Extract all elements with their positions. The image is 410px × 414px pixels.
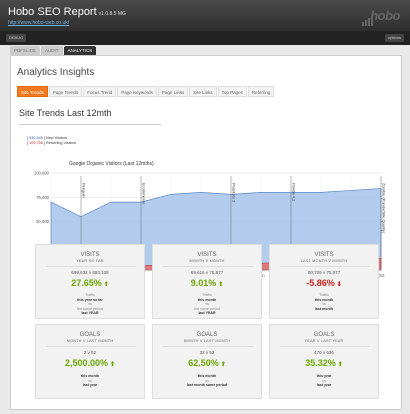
tab-page-trends[interactable]: Page Trends (48, 86, 83, 97)
card-description: this year vs last year (316, 374, 332, 387)
card-percent: -5.86% ⬇ (306, 278, 342, 288)
tab-top-pages[interactable]: Top Pages (217, 86, 247, 97)
card-title: GOALS (79, 332, 101, 338)
arrow-up-icon: ⬆ (337, 362, 343, 368)
debug-button[interactable]: DEBUG (6, 34, 27, 42)
card-subtitle: MONTH V LAST MONTH (66, 339, 114, 343)
card-title: VISITS (197, 252, 217, 258)
card-subtitle: YEAR SO FAR (76, 259, 104, 263)
card-description: Traffic this month vs the same period la… (194, 293, 220, 315)
annotation-label: Zombie (Panda/Site Quality) (382, 183, 387, 234)
tab-analytics[interactable]: ANALYTICS (63, 46, 97, 55)
card-values: 80,709 v 75,977 (307, 270, 341, 275)
y-tick-label: 100,000 (34, 171, 50, 176)
tab-page-links[interactable]: Page Links (157, 86, 189, 97)
tab-focus-trend[interactable]: Focus Trend (83, 86, 117, 97)
annotation-label: Phantom 2 (232, 183, 237, 203)
legend-new-visitors: [ 930,949 ] New Visitors (27, 136, 68, 140)
arrow-up-icon: ⬆ (220, 362, 226, 368)
card-description: this month vs last month same period (186, 374, 228, 387)
card-values: 470 v 636 (314, 350, 334, 355)
card-subtitle: LAST MONTH V MONTH (300, 259, 348, 263)
card-subtitle: MONTH V LAST MONTH (183, 339, 231, 343)
card-divider (280, 266, 370, 267)
top-tabs: PDFSLIDE AUDIT ANALYTICS (10, 46, 97, 55)
card-goals-month-same-period: GOALS MONTH V LAST MONTH 32 v 52 62.50% ⬆… (152, 324, 262, 399)
tab-site-trends[interactable]: Site Trends (17, 86, 48, 97)
y-tick-label: 75,000 (36, 195, 49, 200)
card-title: VISITS (314, 252, 334, 258)
card-subtitle: MONTH V MONTH (189, 259, 225, 263)
card-values: 69,616 v 75,877 (190, 270, 224, 275)
card-title: GOALS (196, 332, 218, 338)
analytics-panel: Analytics Insights Site Trends Page Tren… (10, 55, 402, 410)
options-button[interactable]: options (385, 34, 404, 42)
card-title: VISITS (80, 252, 100, 258)
header: Hobo SEO Report v1.0.8.5 MG http://www.ho… (0, 0, 410, 31)
arrow-up-icon: ⬆ (218, 282, 224, 288)
tab-site-links[interactable]: Site Links (189, 86, 217, 97)
chart-title: Google Organic Visitors (Last 12mths) (69, 161, 154, 167)
logo-bars-icon (362, 13, 374, 31)
card-values: 32 v 52 (199, 350, 215, 355)
app-title: Hobo SEO Report v1.0.8.5 MG (8, 6, 126, 18)
hobo-logo: hobo (362, 8, 400, 26)
toolbar: DEBUG options (0, 31, 410, 45)
card-description: Traffic this month vs last month (314, 293, 334, 311)
annotation-label: Panda 4.2 (292, 183, 297, 202)
tab-audit[interactable]: AUDIT (41, 46, 63, 55)
legend-returning-visitors: [ 109,756 ] Returning Visitors (27, 141, 76, 145)
site-url-link[interactable]: http://www.hobo-web.co.uk/ (8, 20, 70, 26)
card-visits-year: VISITS YEAR SO FAR 699,632 v 893,108 27.… (35, 244, 145, 319)
section-divider (19, 124, 161, 125)
tab-pdfslide[interactable]: PDFSLIDE (10, 46, 41, 55)
section-title: Site Trends Last 12mth (19, 108, 112, 118)
logo-text: hobo (370, 8, 400, 23)
visitors-legend: [ 930,949 ] New Visitors [ 109,756 ] Ret… (27, 136, 76, 146)
card-divider (163, 346, 253, 347)
sub-tabs: Site Trends Page Trends Focus Trend Page… (17, 86, 275, 97)
card-visits-month: VISITS MONTH V MONTH 69,616 v 75,877 9.0… (152, 244, 262, 319)
card-title: GOALS (313, 332, 335, 338)
annotation-label: Ecommerce (142, 183, 147, 205)
card-divider (163, 266, 253, 267)
tab-page-keywords[interactable]: Page Keywords (117, 86, 157, 97)
page-title: Analytics Insights (17, 67, 95, 78)
y-tick-label: 50,000 (36, 219, 49, 224)
card-percent: 27.65% ⬆ (71, 278, 109, 288)
card-percent: 2,500.00% ⬆ (64, 358, 116, 368)
card-divider (280, 346, 370, 347)
arrow-up-icon: ⬆ (103, 282, 109, 288)
tab-referring[interactable]: Referring (247, 86, 275, 97)
x-tick-label: Oct (377, 273, 385, 278)
card-description: this month vs last year (80, 374, 100, 387)
annotation-label: Penguin (82, 183, 87, 198)
card-goals-year: GOALS YEAR V LAST YEAR 470 v 636 35.32% ⬆… (269, 324, 379, 399)
arrow-down-icon: ⬇ (336, 282, 342, 288)
card-subtitle: YEAR V LAST YEAR (304, 339, 344, 343)
card-goals-month: GOALS MONTH V LAST MONTH 2 v 52 2,500.00… (35, 324, 145, 399)
card-percent: 35.32% ⬆ (305, 358, 343, 368)
arrow-up-icon: ⬆ (110, 362, 116, 368)
card-percent: 62.50% ⬆ (188, 358, 226, 368)
card-description: Traffic this year so far vs the same per… (77, 293, 103, 315)
card-divider (46, 266, 136, 267)
card-percent: 9.01% ⬆ (190, 278, 224, 288)
card-values: 699,632 v 893,108 (71, 270, 109, 275)
card-visits-last-month: VISITS LAST MONTH V MONTH 80,709 v 75,97… (269, 244, 379, 319)
card-values: 2 v 52 (83, 350, 97, 355)
app-version: v1.0.8.5 MG (98, 11, 126, 17)
card-divider (46, 346, 136, 347)
